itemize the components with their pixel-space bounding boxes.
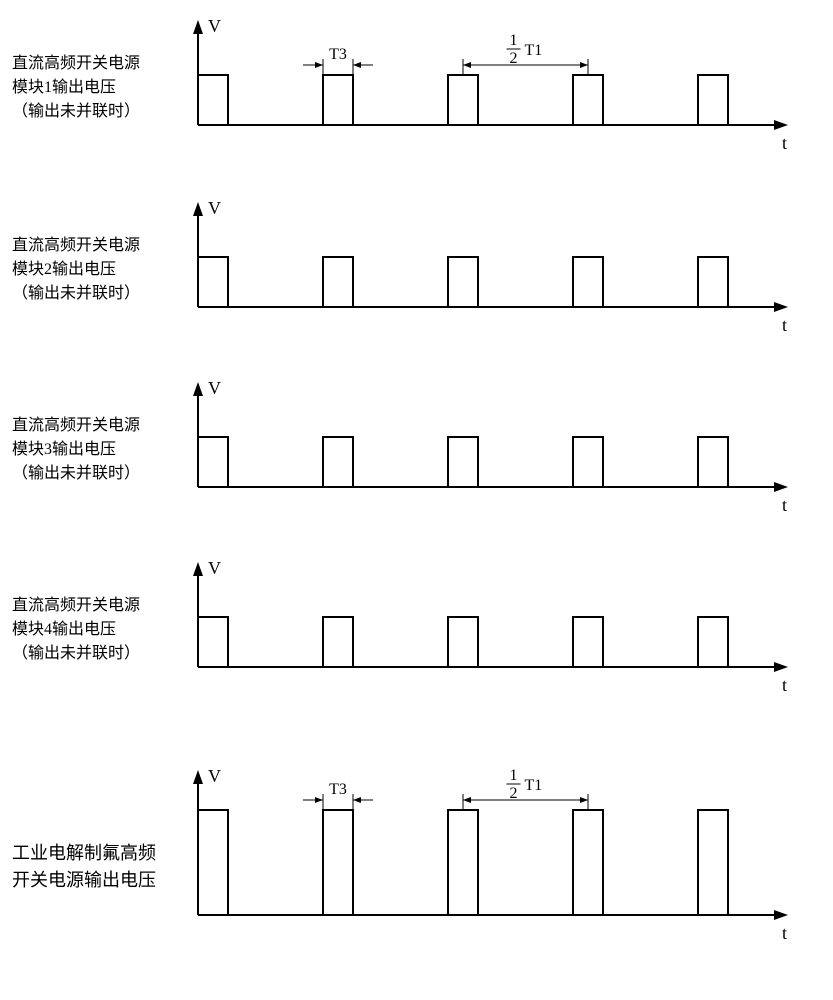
svg-text:1: 1	[510, 32, 518, 49]
t3-label: T3	[329, 781, 347, 798]
panel-2: 直流高频开关电源 模块2输出电压 （输出未并联时） Vt	[0, 192, 833, 362]
waveform-chart: Vt	[178, 552, 818, 727]
x-axis-label: t	[782, 315, 787, 335]
pulse-waveform	[198, 257, 728, 307]
panel-5: 工业电解制氟高频 开关电源输出电压 Vt T3 12 T1	[0, 760, 833, 960]
y-axis-label: V	[208, 16, 221, 36]
y-axis-label: V	[208, 558, 221, 578]
waveform-chart: Vt T3 12 T1	[178, 10, 818, 185]
waveform-chart: Vt T3 12 T1	[178, 760, 818, 965]
pulse-waveform	[198, 617, 728, 667]
x-axis-label: t	[782, 495, 787, 515]
waveform-chart: Vt	[178, 372, 818, 547]
panel-description: 工业电解制氟高频 开关电源输出电压	[12, 840, 156, 894]
x-axis-label: t	[782, 923, 787, 943]
pulse-waveform	[198, 810, 728, 915]
y-axis-label: V	[208, 766, 221, 786]
half-t1-label: 12 T1	[507, 32, 543, 67]
pulse-waveform	[198, 437, 728, 487]
x-axis-label: t	[782, 133, 787, 153]
y-axis-label: V	[208, 198, 221, 218]
panel-description: 直流高频开关电源 模块1输出电压 （输出未并联时）	[12, 52, 140, 124]
svg-text:2: 2	[510, 785, 518, 802]
y-axis-label: V	[208, 378, 221, 398]
svg-text:T1: T1	[525, 42, 543, 59]
half-t1-label: 12 T1	[507, 767, 543, 802]
panel-description: 直流高频开关电源 模块2输出电压 （输出未并联时）	[12, 234, 140, 306]
waveform-chart: Vt	[178, 192, 818, 367]
panel-description: 直流高频开关电源 模块4输出电压 （输出未并联时）	[12, 594, 140, 666]
x-axis-label: t	[782, 675, 787, 695]
panel-1: 直流高频开关电源 模块1输出电压 （输出未并联时） Vt T3 12 T1	[0, 10, 833, 180]
t3-label: T3	[329, 46, 347, 63]
panel-description: 直流高频开关电源 模块3输出电压 （输出未并联时）	[12, 414, 140, 486]
svg-text:1: 1	[510, 767, 518, 784]
svg-text:2: 2	[510, 50, 518, 67]
pulse-waveform	[198, 75, 728, 125]
svg-text:T1: T1	[525, 777, 543, 794]
panel-4: 直流高频开关电源 模块4输出电压 （输出未并联时） Vt	[0, 552, 833, 722]
panel-3: 直流高频开关电源 模块3输出电压 （输出未并联时） Vt	[0, 372, 833, 542]
